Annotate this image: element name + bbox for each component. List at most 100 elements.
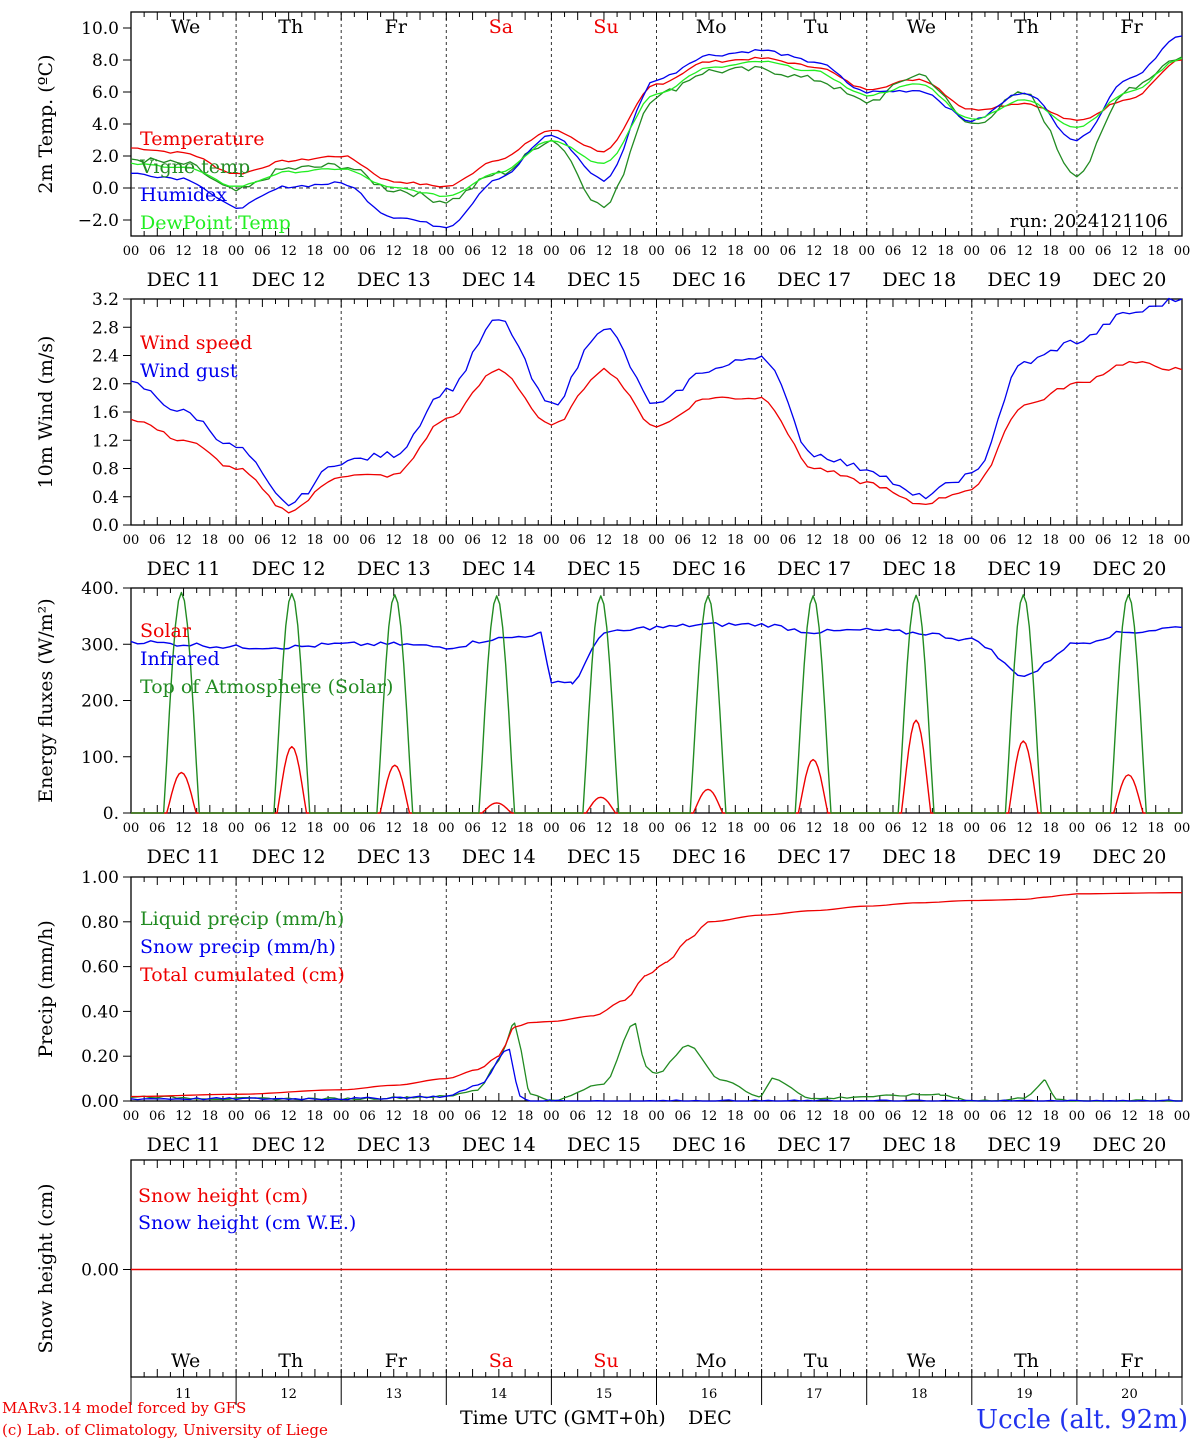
precip-hour-label: 12	[385, 1109, 402, 1124]
precip-hour-label: 12	[1121, 1109, 1138, 1124]
temp-hour-label: 18	[832, 244, 849, 259]
temp-ytick-label: 0.0	[92, 179, 119, 199]
precip-ytick-label: 0.00	[81, 1092, 119, 1112]
energy-hour-label: 06	[780, 821, 797, 836]
bottom-day-number: 13	[385, 1387, 402, 1402]
legend-liquid-precip: Liquid precip (mm/h)	[140, 908, 344, 930]
wind-hour-label: 00	[543, 533, 560, 548]
wind-date-label: DEC 19	[987, 558, 1061, 580]
wind-hour-label: 00	[964, 533, 981, 548]
precip-hour-label: 18	[412, 1109, 429, 1124]
temp-hour-label: 00	[648, 244, 665, 259]
wind-date-label: DEC 15	[567, 558, 641, 580]
wind-date-label: DEC 13	[357, 558, 431, 580]
energy-hour-label: 12	[596, 821, 613, 836]
precip-hour-label: 00	[228, 1109, 245, 1124]
precip-hour-label: 00	[123, 1109, 140, 1124]
wind-hour-label: 00	[753, 533, 770, 548]
temp-ytick-label: 6.0	[92, 83, 119, 103]
temp-weekday-label: Fr	[385, 16, 408, 38]
energy-hour-label: 06	[990, 821, 1007, 836]
temp-hour-label: 12	[1121, 244, 1138, 259]
temp-hour-label: 06	[254, 244, 271, 259]
legend-vigne-temp: Vigne temp	[139, 156, 250, 178]
wind-hour-label: 00	[648, 533, 665, 548]
snow-weekday-label: We	[171, 1350, 200, 1372]
temp-weekday-label: Sa	[489, 16, 513, 38]
bottom-day-number: 15	[596, 1387, 613, 1402]
precip-hour-label: 00	[543, 1109, 560, 1124]
snow-weekday-label: Mo	[696, 1350, 727, 1372]
wind-panel: 00 06 12 18 DEC 11 00 06 12 18 DEC 12 00 06 12 18 DEC …	[35, 290, 1190, 580]
temp-date-label: DEC 13	[357, 269, 431, 291]
wind-date-label: DEC 20	[1093, 558, 1167, 580]
wind-hour-label: 18	[937, 533, 954, 548]
energy-plot-area: 00 06 12 18 DEC 11 00 06 12 18 DEC 12 00 06 12 18 DEC …	[35, 579, 1190, 868]
temp-hour-label: 00	[1174, 244, 1191, 259]
energy-date-label: DEC 20	[1093, 846, 1167, 868]
precip-hour-label: 18	[937, 1109, 954, 1124]
precip-date-label: DEC 17	[777, 1134, 851, 1156]
snow-weekday-label: Su	[593, 1350, 618, 1372]
wind-hour-label: 00	[123, 533, 140, 548]
temp-weekday-label: Su	[593, 16, 618, 38]
energy-hour-label: 00	[543, 821, 560, 836]
wind-plot-area: 00 06 12 18 DEC 11 00 06 12 18 DEC 12 00 06 12 18 DEC …	[35, 290, 1190, 580]
temp-hour-label: 18	[937, 244, 954, 259]
wind-hour-label: 06	[885, 533, 902, 548]
wind-hour-label: 00	[333, 533, 350, 548]
energy-hour-label: 00	[1174, 821, 1191, 836]
xlabel: Time UTC (GMT+0h)	[460, 1407, 666, 1429]
energy-hour-label: 18	[1147, 821, 1164, 836]
energy-hour-label: 00	[648, 821, 665, 836]
snow-weekday-label: Th	[1014, 1350, 1039, 1372]
temp-ylabel: 2m Temp. (ºC)	[35, 54, 57, 193]
snow-ylabel: Snow height (cm)	[35, 1183, 57, 1353]
legend-toa-solar: Top of Atmosphere (Solar)	[140, 676, 393, 698]
wind-legend: Wind speed Wind gust	[140, 332, 252, 382]
wind-hour-label: 18	[517, 533, 534, 548]
wind-date-label: DEC 17	[777, 558, 851, 580]
temp-weekday-label: Th	[278, 16, 303, 38]
precip-hour-label: 06	[569, 1109, 586, 1124]
bottom-day-number: 18	[911, 1387, 928, 1402]
precip-plot-area: 00 06 12 18 DEC 11 00 06 12 18 DEC 12 00 06 12 18 DEC …	[35, 868, 1190, 1156]
temp-hour-label: 12	[596, 244, 613, 259]
temp-weekday-label: Mo	[696, 16, 727, 38]
energy-hour-label: 12	[280, 821, 297, 836]
temp-hour-label: 12	[1016, 244, 1033, 259]
energy-hour-label: 00	[123, 821, 140, 836]
temp-hour-label: 00	[1069, 244, 1086, 259]
energy-hour-label: 12	[701, 821, 718, 836]
wind-hour-label: 12	[596, 533, 613, 548]
legend-infrared: Infrared	[140, 648, 220, 670]
temperature-panel: 00 06 12 18 DEC 11 00 06 12 18 DEC 12 00 06 12 18 DEC …	[35, 11, 1191, 291]
wind-ytick-label: 2.4	[92, 347, 119, 367]
energy-hour-label: 06	[464, 821, 481, 836]
energy-hour-label: 00	[1069, 821, 1086, 836]
wind-hour-label: 12	[491, 533, 508, 548]
precip-hour-label: 06	[359, 1109, 376, 1124]
bottom-day-number: 19	[1016, 1387, 1033, 1402]
wind-hour-label: 00	[228, 533, 245, 548]
energy-hour-label: 12	[385, 821, 402, 836]
temp-hour-label: 06	[675, 244, 692, 259]
bottom-day-number: 20	[1121, 1387, 1138, 1402]
energy-ytick-label: 0.	[103, 804, 119, 824]
temp-ytick-label: 4.0	[92, 115, 119, 135]
temp-date-label: DEC 14	[462, 269, 536, 291]
snow-panel: 11 12 13 14 15 16 17 18 19 20 We Th Fr Sa Su Mo Tu We Th Fr…	[35, 1159, 1183, 1405]
temp-hour-label: 00	[753, 244, 770, 259]
precip-hour-label: 18	[832, 1109, 849, 1124]
legend-snow-precip: Snow precip (mm/h)	[140, 936, 336, 958]
precip-series-3	[131, 892, 1182, 1098]
energy-hour-label: 18	[202, 821, 219, 836]
bottom-day-number: 16	[701, 1387, 718, 1402]
snow-plot-area: 11 12 13 14 15 16 17 18 19 20 We Th Fr Sa Su Mo Tu We Th Fr…	[35, 1159, 1183, 1405]
temp-series-3	[131, 35, 1183, 229]
precip-hour-label: 12	[596, 1109, 613, 1124]
wind-ytick-label: 2.0	[92, 375, 119, 395]
energy-hour-label: 12	[175, 821, 192, 836]
energy-hour-label: 00	[438, 821, 455, 836]
